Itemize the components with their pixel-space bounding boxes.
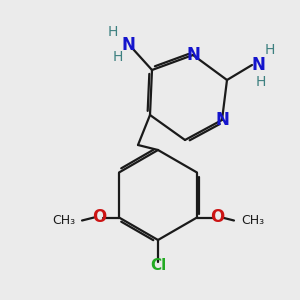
- Text: O: O: [210, 208, 224, 226]
- Text: CH₃: CH₃: [52, 214, 75, 227]
- Text: N: N: [251, 56, 265, 74]
- Text: H: H: [108, 25, 118, 39]
- Text: Cl: Cl: [150, 259, 166, 274]
- Text: H: H: [113, 50, 123, 64]
- Text: CH₃: CH₃: [241, 214, 264, 227]
- Text: N: N: [215, 111, 229, 129]
- Text: N: N: [186, 46, 200, 64]
- Text: H: H: [256, 75, 266, 89]
- Text: O: O: [92, 208, 106, 226]
- Text: H: H: [265, 43, 275, 57]
- Text: N: N: [121, 36, 135, 54]
